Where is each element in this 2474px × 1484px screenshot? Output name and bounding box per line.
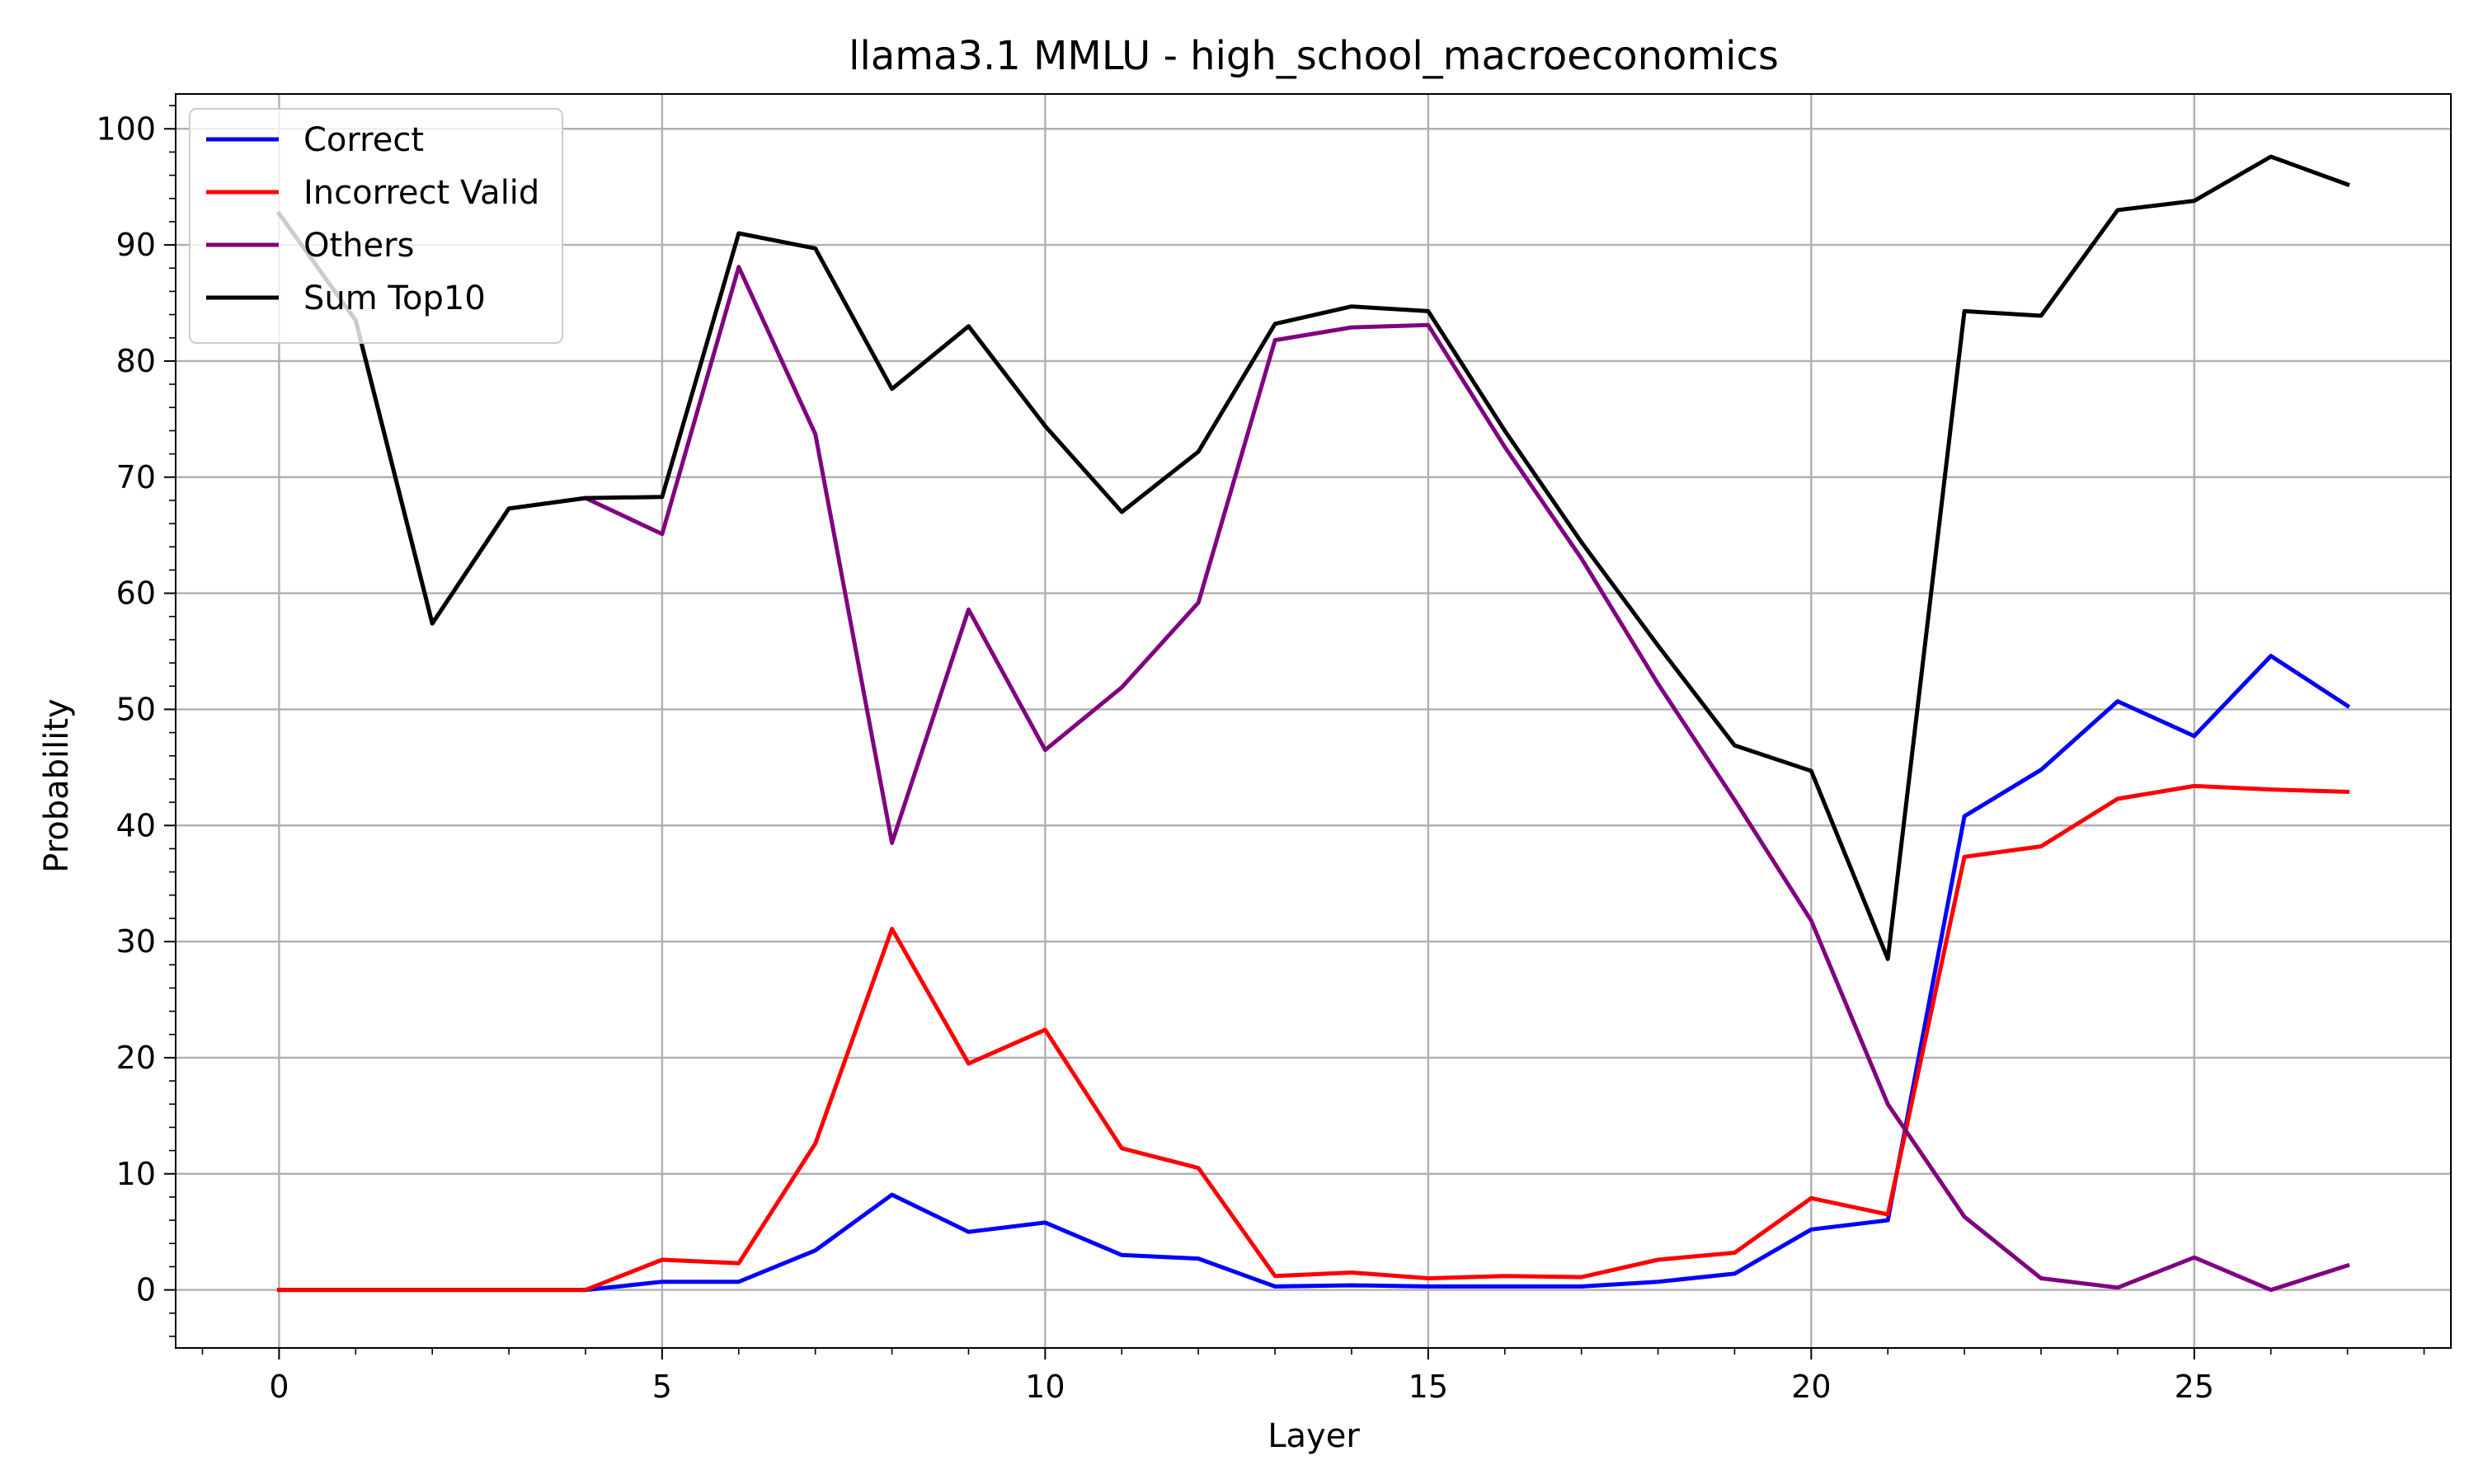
x-tick-label: 5 <box>652 1369 672 1405</box>
legend-label: Correct <box>303 121 424 159</box>
series-line-sum-top10 <box>275 154 2350 961</box>
x-tick-label: 10 <box>1025 1369 1065 1405</box>
chart-title: llama3.1 MMLU - high_school_macroeconomi… <box>849 33 1779 79</box>
y-tick-label: 30 <box>116 923 156 960</box>
legend-label: Sum Top10 <box>303 279 486 317</box>
x-axis-label: Layer <box>1268 1417 1360 1455</box>
y-tick-label: 100 <box>96 110 156 147</box>
axis-ticks: 0 5 10 15 20 25 0 10 20 30 40 50 60 70 80 90 100 <box>96 105 2425 1405</box>
legend: Correct Incorrect Valid Others Sum Top10 <box>189 108 563 344</box>
series-line-others <box>275 210 2350 1293</box>
y-tick-label: 60 <box>116 575 156 612</box>
x-tick-label: 0 <box>269 1369 289 1405</box>
y-tick-label: 10 <box>116 1156 156 1192</box>
y-tick-label: 0 <box>136 1272 156 1308</box>
legend-label: Incorrect Valid <box>303 174 539 212</box>
legend-label: Others <box>303 227 414 265</box>
y-axis-label: Probability <box>38 698 76 872</box>
y-tick-label: 20 <box>116 1040 156 1076</box>
series-line-correct <box>276 654 2351 1293</box>
x-tick-label: 15 <box>1409 1369 1448 1405</box>
y-tick-label: 50 <box>116 691 156 727</box>
y-tick-label: 70 <box>116 459 156 495</box>
series-layer <box>275 154 2351 1293</box>
legend-box <box>189 108 563 344</box>
y-tick-label: 90 <box>116 227 156 263</box>
plot-frame <box>175 93 2452 1349</box>
x-tick-label: 25 <box>2175 1369 2214 1405</box>
y-tick-label: 80 <box>116 343 156 379</box>
x-tick-label: 20 <box>1791 1369 1831 1405</box>
y-tick-label: 40 <box>116 807 156 843</box>
series-line-incorrect-valid <box>276 783 2350 1293</box>
